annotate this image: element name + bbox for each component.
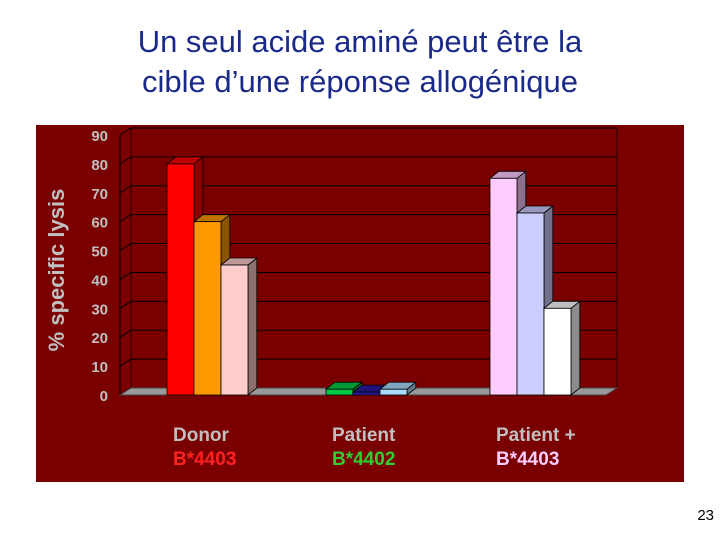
category-sublabel: B*4403 [496,449,559,470]
category-label: Donor [173,425,230,446]
y-tick-label: 30 [91,301,108,318]
gridline [119,214,617,223]
y-tick-label: 80 [91,157,108,174]
bar [489,177,518,396]
gridline [119,358,617,367]
slide-title: Un seul acide aminé peut être la cible d… [20,22,700,102]
bar [166,163,195,396]
gridline [119,156,617,165]
title-line-1: Un seul acide aminé peut être la [137,24,583,59]
bar [516,212,545,396]
y-tick-label: 10 [91,359,108,376]
title-line-2: cible d’une réponse allogénique [141,64,579,99]
gridline [119,329,617,338]
category-label: Patient [332,425,396,446]
gridline [119,185,617,194]
gridline [119,243,617,251]
page-number: 23 [697,507,714,524]
bar-side [570,300,581,396]
y-tick-label: 60 [91,215,108,232]
bar-chart: 0 10 20 30 40 50 60 70 80 90 % specific lysis Donor… [44,127,619,470]
gridline [119,300,617,309]
y-axis-title: % specific lysis [44,189,69,352]
bar [193,221,222,396]
y-tick-label: 20 [91,330,108,347]
y-tick-label: 0 [100,388,108,405]
y-tick-label: 40 [91,272,108,289]
gridline [119,271,617,280]
category-sublabel: B*4403 [173,449,236,470]
y-tick-label: 70 [91,186,108,203]
bar [325,388,354,396]
category-label: Patient + [496,425,576,446]
bar-side [247,257,258,396]
gridline [119,127,617,136]
chart-panel: 0 10 20 30 40 50 60 70 80 90 % specific lysis Donor… [36,125,684,482]
bar [352,391,381,396]
category-sublabel: B*4402 [332,449,395,470]
y-tick-label: 50 [91,244,108,261]
y-tick-label: 90 [91,128,108,145]
bar [543,307,572,396]
bar [220,264,249,396]
bar [379,388,408,396]
